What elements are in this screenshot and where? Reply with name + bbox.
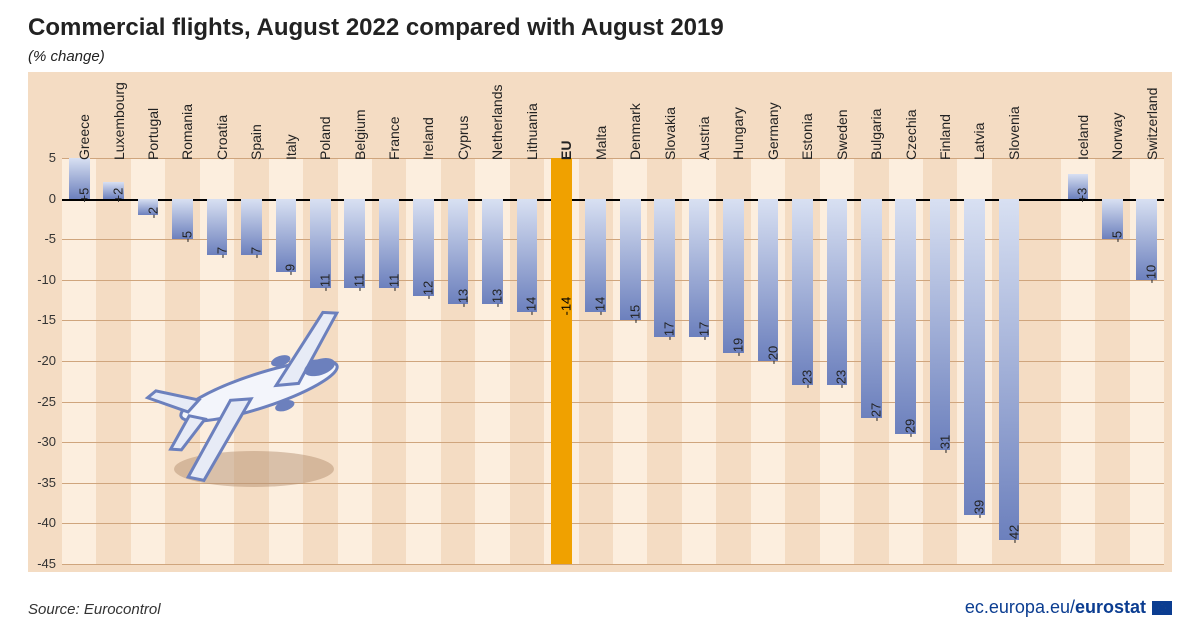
y-axis-label: -20 [28, 353, 56, 368]
y-axis-label: -10 [28, 272, 56, 287]
airplane-illustration [139, 301, 379, 506]
y-axis-label: 0 [28, 191, 56, 206]
gridline [62, 564, 1164, 565]
category-label: Cyprus [455, 116, 471, 160]
value-label: -14 [593, 297, 608, 316]
value-label: -13 [455, 289, 470, 308]
value-label: -2 [145, 207, 160, 219]
value-label: +5 [76, 187, 91, 202]
y-axis-label: -25 [28, 394, 56, 409]
y-axis-label: -35 [28, 475, 56, 490]
category-label: Spain [248, 124, 264, 160]
value-label: -42 [1006, 524, 1021, 543]
bar [930, 199, 951, 451]
bar [895, 199, 916, 434]
category-label: Latvia [971, 123, 987, 160]
bar [861, 199, 882, 418]
bar [723, 199, 744, 353]
chart-container: { "title": "Commercial flights, August 2… [0, 0, 1200, 630]
category-label: Germany [765, 102, 781, 160]
category-label: Switzerland [1144, 88, 1160, 160]
category-label: Denmark [627, 103, 643, 160]
category-label: Finland [937, 114, 953, 160]
bar [689, 199, 710, 337]
value-label: -11 [352, 274, 367, 292]
value-label: -11 [386, 274, 401, 292]
value-label: -20 [765, 346, 780, 365]
category-label: Hungary [730, 107, 746, 160]
value-label: -23 [834, 370, 849, 389]
airplane-icon [139, 301, 379, 501]
bar [585, 199, 606, 313]
value-label: -11 [317, 274, 332, 292]
chart-subtitle: (% change) [28, 48, 105, 65]
bar-eu [551, 158, 572, 564]
category-label: Belgium [352, 109, 368, 160]
value-label: -5 [1109, 231, 1124, 243]
y-axis-label: -15 [28, 312, 56, 327]
category-label: Romania [179, 104, 195, 160]
chart-title: Commercial flights, August 2022 compared… [28, 14, 724, 42]
value-label: -31 [937, 435, 952, 454]
category-label: Lithuania [524, 103, 540, 160]
category-label: Croatia [214, 115, 230, 160]
bar [517, 199, 538, 313]
category-label: EU [558, 141, 574, 160]
value-label: -17 [696, 321, 711, 340]
value-label: -9 [283, 264, 298, 276]
value-label: -7 [214, 247, 229, 259]
y-axis-label: -5 [28, 231, 56, 246]
value-label: -39 [972, 500, 987, 519]
bar [758, 199, 779, 361]
value-label: -15 [627, 305, 642, 324]
value-label: -10 [1144, 265, 1159, 284]
value-label: -14 [524, 297, 539, 316]
category-label: Netherlands [489, 85, 505, 161]
y-axis-label: -40 [28, 515, 56, 530]
value-label: -5 [180, 231, 195, 243]
value-label: -14 [558, 297, 573, 316]
category-label: Portugal [145, 108, 161, 160]
bar [964, 199, 985, 516]
value-label: -13 [490, 289, 505, 308]
branding-domain: ec.europa.eu/eurostat [965, 597, 1146, 618]
category-label: Sweden [834, 109, 850, 160]
value-label: +3 [1075, 187, 1090, 202]
category-label: France [386, 116, 402, 160]
value-label: +2 [111, 187, 126, 202]
y-axis-label: -30 [28, 434, 56, 449]
category-label: Slovakia [662, 107, 678, 160]
y-axis-label: 5 [28, 150, 56, 165]
y-axis-label: -45 [28, 556, 56, 571]
category-label: Czechia [903, 109, 919, 160]
category-label: Norway [1109, 113, 1125, 160]
value-label: -12 [421, 281, 436, 300]
category-label: Iceland [1075, 115, 1091, 160]
value-label: -17 [662, 321, 677, 340]
category-label: Ireland [420, 117, 436, 160]
bar [999, 199, 1020, 540]
eu-flag-icon [1152, 601, 1172, 615]
bar [654, 199, 675, 337]
bar [620, 199, 641, 321]
category-label: Luxembourg [111, 82, 127, 160]
category-label: Estonia [799, 113, 815, 160]
category-label: Slovenia [1006, 106, 1022, 160]
category-label: Austria [696, 116, 712, 160]
branding: ec.europa.eu/eurostat [965, 597, 1172, 618]
bar [827, 199, 848, 386]
category-label: Poland [317, 116, 333, 160]
bar [276, 199, 297, 272]
category-label: Italy [283, 134, 299, 160]
category-label: Malta [593, 126, 609, 160]
value-label: -7 [248, 247, 263, 259]
value-label: -19 [731, 338, 746, 357]
source-text: Source: Eurocontrol [28, 601, 161, 618]
category-label: Greece [76, 114, 92, 160]
bar [792, 199, 813, 386]
value-label: -29 [903, 419, 918, 438]
category-label: Bulgaria [868, 109, 884, 160]
value-label: -27 [868, 403, 883, 422]
value-label: -23 [799, 370, 814, 389]
